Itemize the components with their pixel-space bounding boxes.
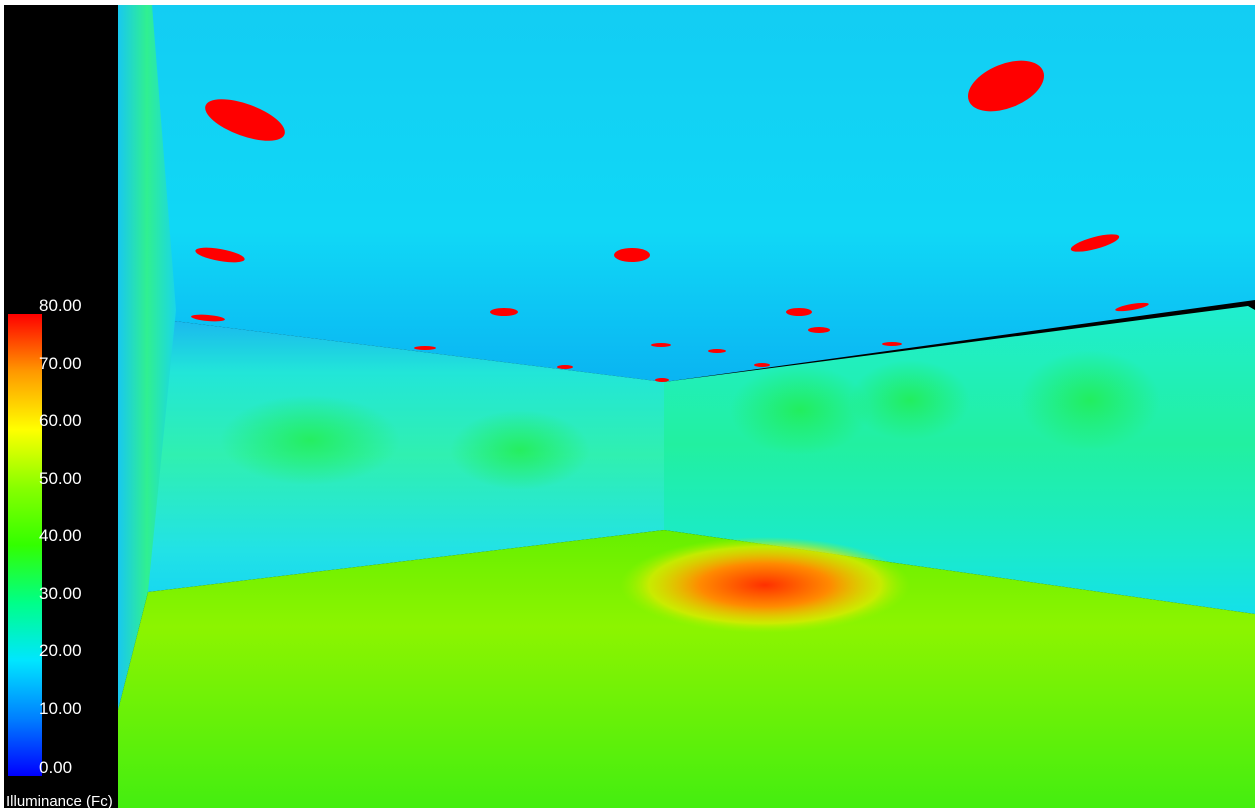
light-fixture — [651, 343, 671, 347]
light-fixture — [1070, 234, 1120, 252]
light-fixture — [882, 342, 902, 346]
legend-tick-80: 80.00 — [39, 296, 82, 315]
legend-tick-70: 70.00 — [39, 354, 82, 373]
light-fixture — [490, 308, 518, 316]
light-fixture — [655, 378, 669, 382]
legend-panel: 80.00 70.00 60.00 50.00 40.00 30.00 20.0… — [4, 5, 118, 808]
light-fixtures — [191, 60, 1149, 382]
ceiling-surface — [118, 5, 1255, 382]
light-fixture — [786, 308, 812, 316]
legend-tick-50: 50.00 — [39, 469, 82, 488]
legend-tick-60: 60.00 — [39, 411, 82, 430]
legend-tick-40: 40.00 — [39, 526, 82, 545]
light-fixture — [614, 248, 650, 262]
wall-patch — [220, 395, 400, 485]
light-fixture — [808, 327, 830, 333]
legend-tick-20: 20.00 — [39, 641, 82, 660]
light-fixture — [1115, 302, 1149, 312]
legend-tick-10: 10.00 — [39, 699, 82, 718]
wall-patch — [450, 410, 590, 490]
render-frame — [4, 5, 1255, 808]
light-fixture — [414, 346, 436, 350]
light-fixture — [708, 349, 726, 353]
light-fixture — [205, 99, 285, 141]
legend-tick-30: 30.00 — [39, 584, 82, 603]
legend-tick-0: 0.00 — [39, 758, 73, 777]
light-fixture — [191, 314, 225, 322]
back-wall-left — [148, 318, 664, 592]
wall-patch — [1020, 350, 1160, 450]
light-fixture — [754, 363, 770, 367]
light-fixture — [968, 60, 1044, 112]
near-left-wall — [118, 5, 176, 710]
color-scale-bar — [8, 314, 42, 776]
floor-hotspot — [620, 537, 910, 633]
legend-title: Illuminance (Fc) — [6, 793, 113, 808]
room-render[interactable] — [4, 5, 1255, 808]
light-fixture — [557, 365, 573, 369]
wall-patch — [850, 360, 970, 440]
wall-patch — [730, 365, 870, 455]
floor-surface — [118, 530, 1255, 808]
light-fixture — [195, 247, 245, 263]
